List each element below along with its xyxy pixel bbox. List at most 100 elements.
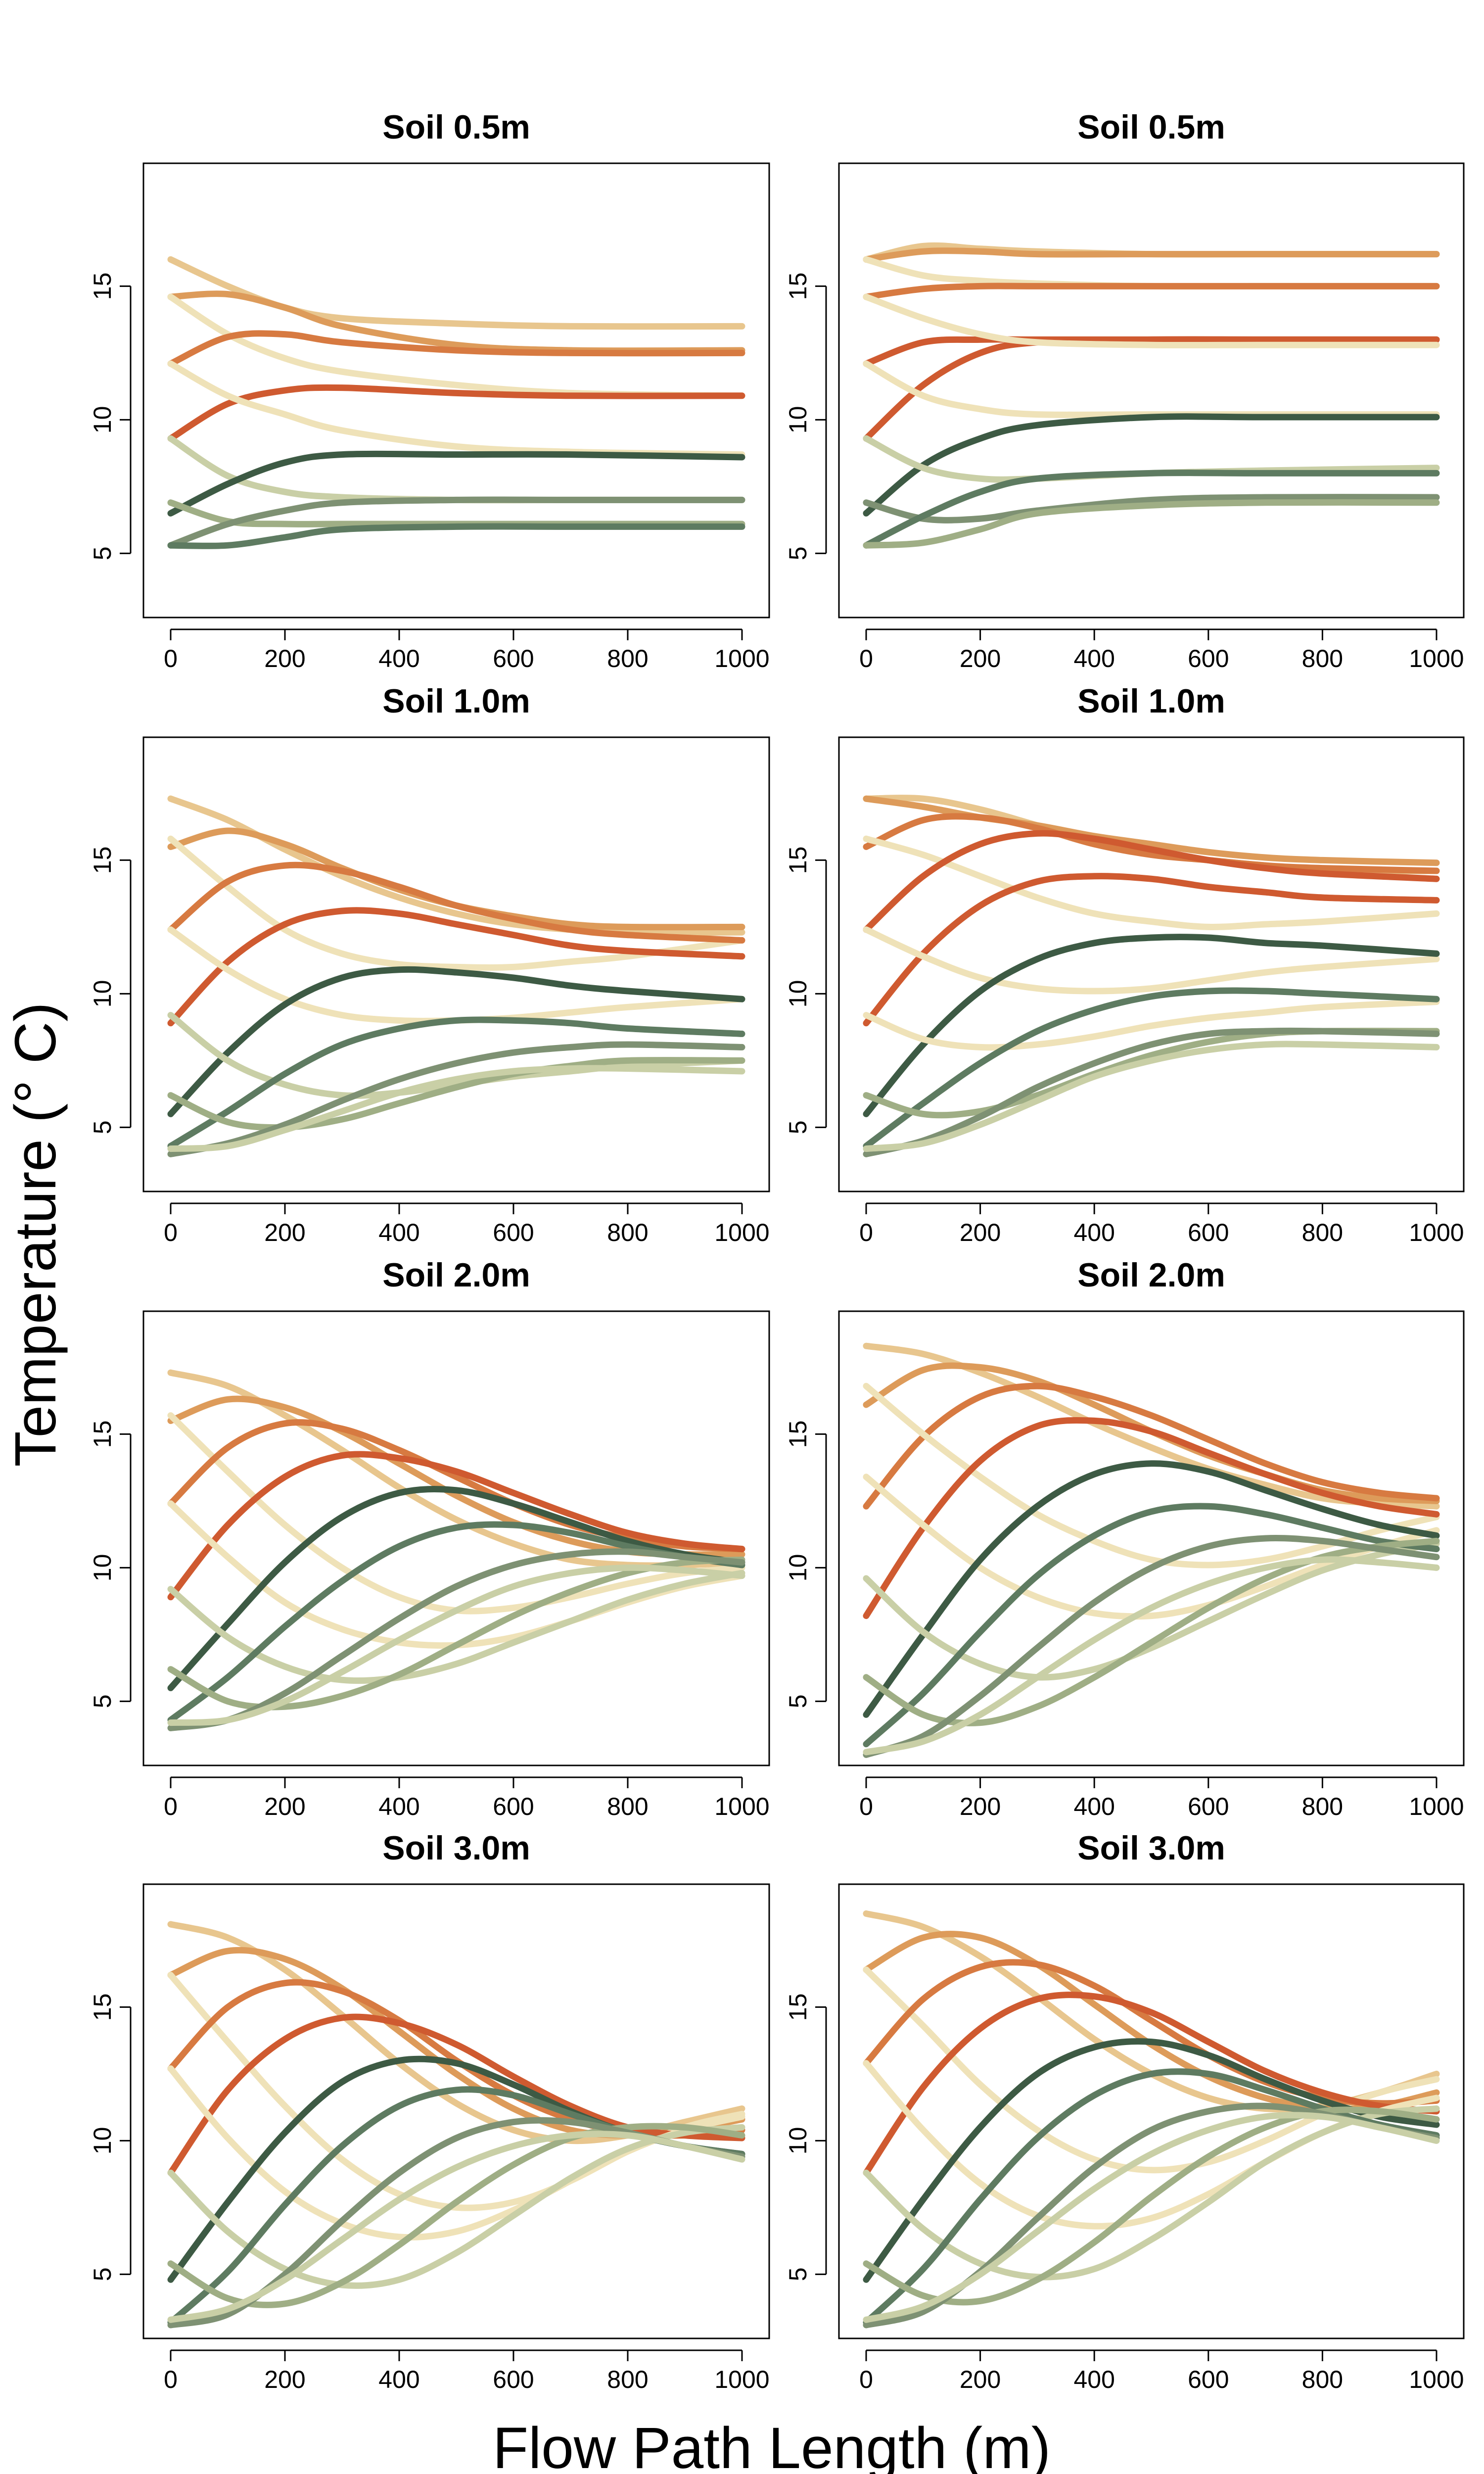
x-axis-title: Flow Path Length (m) — [493, 2416, 1051, 2474]
y-tick-label: 10 — [784, 980, 812, 1008]
series-line-7 — [167, 966, 745, 1117]
series-line-4 — [167, 330, 745, 367]
y-tick-label: 15 — [784, 847, 812, 874]
series-line-5 — [167, 907, 745, 1027]
series-line-7 — [863, 2038, 1440, 2283]
x-tick-label: 600 — [1188, 645, 1229, 672]
series-line-7 — [863, 293, 1440, 349]
x-tick-label: 200 — [960, 1793, 1001, 1820]
series-line-5 — [167, 384, 745, 442]
x-axis: 0 200 400 600 800 1000 — [164, 628, 770, 672]
series-line-10 — [863, 987, 1440, 1149]
y-axis: 5 10 15 — [784, 1421, 827, 1708]
series-line-4 — [167, 861, 745, 944]
series-line-5 — [863, 1417, 1440, 1619]
series-group — [167, 795, 745, 1157]
series-line-8 — [167, 1570, 745, 1684]
series-line-7 — [863, 926, 1440, 995]
series-line-11 — [863, 494, 1440, 523]
panel-title: Soil 0.5m — [1077, 108, 1225, 146]
x-tick-label: 0 — [164, 2366, 178, 2393]
x-tick-label: 600 — [493, 1219, 534, 1246]
plot-frame — [838, 736, 1465, 1192]
series-line-10 — [167, 496, 745, 549]
panel-title: Soil 1.0m — [382, 682, 530, 720]
panel-title: Soil 2.0m — [1077, 1256, 1225, 1294]
x-tick-label: 1000 — [1409, 1793, 1464, 1820]
series-line-10 — [167, 2123, 745, 2308]
series-group — [167, 1921, 745, 2329]
y-tick-label: 15 — [89, 847, 116, 874]
x-tick-label: 200 — [960, 2366, 1001, 2393]
series-line-3 — [863, 256, 1440, 290]
series-line-8 — [167, 2124, 745, 2289]
y-axis: 5 10 15 — [89, 1421, 132, 1708]
y-tick-label: 15 — [784, 1421, 812, 1448]
series-line-9 — [863, 413, 1440, 517]
x-tick-label: 1000 — [714, 645, 769, 672]
panel-title: Soil 3.0m — [1077, 1829, 1225, 1867]
series-line-6 — [863, 336, 1440, 442]
series-line-12 — [863, 1027, 1440, 1157]
series-line-12 — [167, 1564, 745, 1726]
series-line-13 — [863, 499, 1440, 549]
x-tick-label: 600 — [1188, 1219, 1229, 1246]
series-line-12 — [167, 2131, 745, 2323]
x-axis: 0 200 400 600 800 1000 — [859, 1776, 1464, 1820]
plot-frame — [838, 1310, 1465, 1766]
x-tick-label: 0 — [859, 645, 873, 672]
series-line-3 — [863, 1966, 1440, 2174]
x-tick-label: 800 — [607, 645, 648, 672]
y-tick-label: 10 — [784, 406, 812, 434]
series-line-9 — [167, 1016, 745, 1149]
y-axis: 5 10 15 — [784, 1994, 827, 2281]
x-tick-label: 600 — [493, 1793, 534, 1820]
series-line-11 — [167, 1548, 745, 1731]
series-line-6 — [167, 2065, 745, 2241]
series-line-6 — [863, 2060, 1440, 2230]
x-tick-label: 200 — [960, 1219, 1001, 1246]
x-axis: 0 200 400 600 800 1000 — [164, 1776, 770, 1820]
y-tick-label: 10 — [89, 406, 116, 434]
x-tick-label: 0 — [164, 1793, 178, 1820]
series-line-5 — [167, 1451, 745, 1601]
series-line-12 — [167, 1065, 745, 1152]
x-tick-label: 600 — [493, 2366, 534, 2393]
x-tick-label: 600 — [1188, 1793, 1229, 1820]
x-tick-label: 400 — [1073, 1793, 1114, 1820]
panel-2: Soil 0.5m 0 200 400 600 800 1000 5 10 15 — [784, 108, 1465, 672]
x-tick-label: 200 — [264, 1219, 305, 1246]
x-tick-label: 0 — [164, 645, 178, 672]
series-group — [167, 256, 745, 549]
series-line-4 — [863, 283, 1440, 300]
y-tick-label: 5 — [784, 2267, 812, 2281]
series-line-11 — [167, 1041, 745, 1157]
panel-title: Soil 0.5m — [382, 108, 530, 146]
x-tick-label: 0 — [859, 1793, 873, 1820]
y-tick-label: 15 — [784, 1994, 812, 2021]
x-tick-label: 0 — [164, 1219, 178, 1246]
panel-8: Soil 3.0m 0 200 400 600 800 1000 5 10 15 — [784, 1829, 1465, 2393]
x-axis: 0 200 400 600 800 1000 — [164, 1202, 770, 1246]
x-tick-label: 1000 — [1409, 2366, 1464, 2393]
y-tick-label: 10 — [784, 2127, 812, 2155]
y-axis: 5 10 15 — [784, 847, 827, 1134]
panel-title: Soil 2.0m — [382, 1256, 530, 1294]
series-line-1 — [167, 256, 745, 330]
panel-5: Soil 2.0m 0 200 400 600 800 1000 5 10 15 — [89, 1256, 770, 1820]
panel-3: Soil 1.0m 0 200 400 600 800 1000 5 10 15 — [89, 682, 770, 1246]
x-axis: 0 200 400 600 800 1000 — [859, 628, 1464, 672]
panel-6: Soil 2.0m 0 200 400 600 800 1000 5 10 15 — [784, 1256, 1465, 1820]
y-tick-label: 10 — [89, 2127, 116, 2155]
x-tick-label: 400 — [1073, 1219, 1114, 1246]
y-tick-label: 5 — [89, 2267, 116, 2281]
series-line-8 — [863, 934, 1440, 1117]
y-tick-label: 10 — [784, 1554, 812, 1582]
plot-frame — [838, 162, 1465, 618]
plot-frame — [142, 736, 770, 1192]
series-line-12 — [863, 1556, 1440, 1756]
y-tick-label: 5 — [784, 1694, 812, 1708]
x-tick-label: 1000 — [714, 2366, 769, 2393]
plot-frame — [142, 1310, 770, 1766]
x-tick-label: 400 — [378, 1793, 419, 1820]
